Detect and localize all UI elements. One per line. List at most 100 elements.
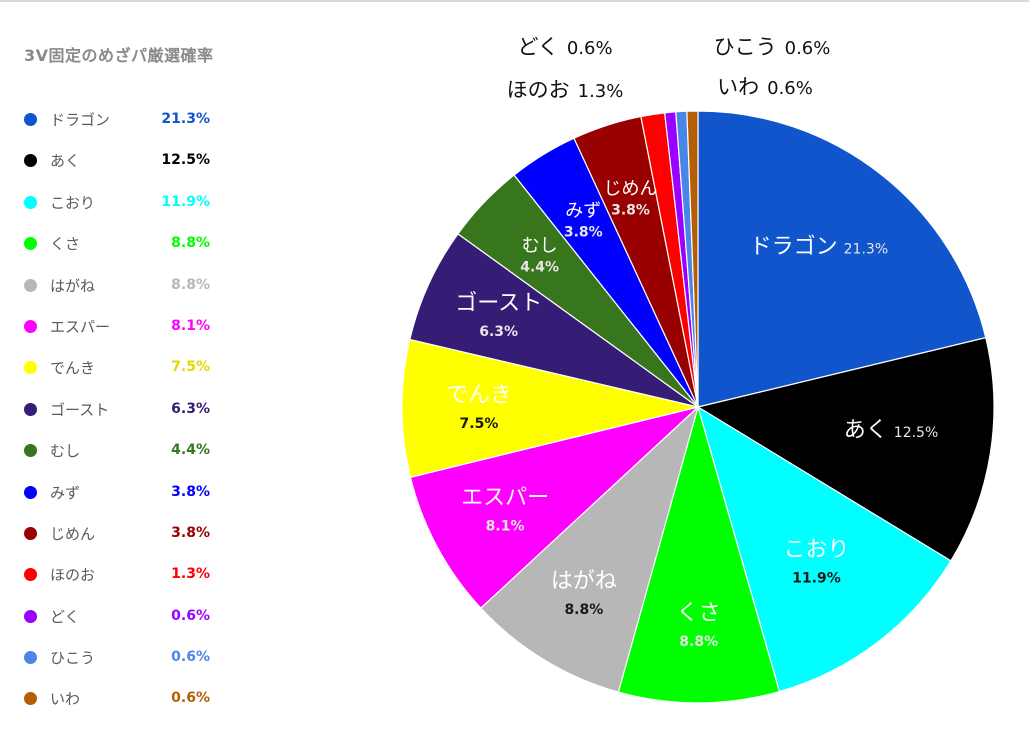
slice-name: ゴースト <box>455 291 542 316</box>
legend-value: 11.9% <box>161 193 210 210</box>
slice-value: 21.3% <box>844 242 888 258</box>
legend-value: 21.3% <box>161 111 210 127</box>
pie-slice <box>409 233 699 408</box>
slice-value: 3.8% <box>564 224 603 240</box>
slice-name: こおり <box>783 537 849 562</box>
legend-label: じめん <box>50 524 96 543</box>
legend-item: どく 0.6% <box>24 597 244 638</box>
slice-value: 8.8% <box>564 602 603 618</box>
slice-value: 8.8% <box>679 634 718 650</box>
slice-value: 12.5% <box>894 425 938 441</box>
legend-value: 6.3% <box>171 400 210 417</box>
outside-slice-label: ほのお 1.3% <box>507 78 624 102</box>
legend-swatch <box>24 361 37 375</box>
legend-swatch <box>24 526 37 540</box>
legend-item: ほのお 1.3% <box>24 555 244 596</box>
legend-label: こおり <box>50 193 96 212</box>
legend-value: 4.4% <box>171 442 210 459</box>
pie-slice <box>401 338 699 478</box>
legend-item: はがね 8.8% <box>24 266 244 307</box>
outside-slice-name: どく <box>517 35 558 59</box>
legend-value: 8.1% <box>171 317 210 334</box>
slice-value: 8.1% <box>486 519 525 535</box>
legend-label: くさ <box>50 235 81 254</box>
legend-item: あく 12.5% <box>24 141 244 182</box>
legend-label: ほのお <box>50 566 96 585</box>
legend-item: ドラゴン 21.3% <box>24 100 244 141</box>
pie-slice <box>697 110 987 408</box>
pie-slice <box>479 405 700 693</box>
legend-swatch <box>24 195 37 209</box>
slice-value: 7.5% <box>460 416 499 432</box>
outside-slice-label: いわ 0.6% <box>717 75 813 99</box>
outside-slice-name: ほのお <box>507 78 570 102</box>
pie-slice <box>617 404 781 704</box>
legend-swatch <box>24 651 37 665</box>
legend-item: でんき 7.5% <box>24 348 244 389</box>
legend-item: みず 3.8% <box>24 473 244 514</box>
legend-swatch <box>24 568 37 582</box>
legend-swatch <box>24 609 37 623</box>
legend-label: あく <box>50 152 81 171</box>
outside-slice-value: 0.6% <box>767 78 813 99</box>
slice-name: むし <box>522 236 558 257</box>
legend-item: くさ 8.8% <box>24 224 244 265</box>
slice-name: エスパー <box>461 486 549 511</box>
legend-label: いわ <box>50 690 81 709</box>
legend-label: ゴースト <box>50 400 110 419</box>
legend-swatch <box>24 113 37 126</box>
pie-slice <box>686 110 699 408</box>
slice-name: くさ <box>677 601 721 626</box>
legend-swatch <box>24 692 37 706</box>
legend-value: 3.8% <box>171 524 210 541</box>
legend-swatch <box>24 154 37 168</box>
legend-label: はがね <box>50 276 96 295</box>
slice-value: 3.8% <box>611 203 650 219</box>
pie-slice <box>696 336 995 562</box>
legend-swatch <box>24 402 37 416</box>
legend-value: 8.8% <box>171 276 210 293</box>
chart-title: 3V固定のめざパ厳選確率 <box>24 46 214 65</box>
top-divider <box>0 0 1029 2</box>
slice-value: 11.9% <box>792 570 841 586</box>
legend-item: むし 4.4% <box>24 431 244 472</box>
slice-label: あく 12.5% <box>844 418 939 443</box>
legend-value: 0.6% <box>171 607 210 624</box>
outside-slice-value: 0.6% <box>567 38 613 59</box>
chart-legend: ドラゴン 21.3% あく 12.5% こおり 11.9% くさ 8.8% はがね 8.8% エスパ… <box>24 100 244 721</box>
outside-slice-value: 1.3% <box>578 81 624 102</box>
pie-slice <box>697 405 952 693</box>
legend-label: でんき <box>50 359 96 378</box>
legend-value: 3.8% <box>171 483 210 500</box>
legend-label: ひこう <box>50 649 96 668</box>
legend-item: じめん 3.8% <box>24 514 244 555</box>
slice-name: はがね <box>551 569 617 594</box>
legend-value: 12.5% <box>161 152 210 169</box>
outside-slice-name: いわ <box>717 75 759 99</box>
legend-value: 7.5% <box>171 359 210 376</box>
legend-swatch <box>24 237 37 251</box>
legend-swatch <box>24 278 37 292</box>
legend-item: いわ 0.6% <box>24 679 244 720</box>
legend-label: みず <box>50 483 81 502</box>
outside-slice-name: ひこう <box>714 35 777 59</box>
outside-slice-label: ひこう 0.6% <box>714 35 831 59</box>
legend-swatch <box>24 319 37 333</box>
outside-slice-value: 0.6% <box>785 38 831 59</box>
slice-value: 6.3% <box>479 324 518 340</box>
slice-name: じめん <box>604 179 658 200</box>
legend-item: こおり 11.9% <box>24 183 244 224</box>
legend-label: どく <box>50 607 80 626</box>
slice-name: でんき <box>446 383 512 408</box>
outside-slice-label: どく 0.6% <box>517 35 612 59</box>
legend-value: 0.6% <box>171 649 210 666</box>
slice-name: みず <box>565 200 601 221</box>
legend-swatch <box>24 444 37 458</box>
legend-label: むし <box>50 442 81 461</box>
slice-name: ドラゴン <box>750 235 838 260</box>
legend-value: 1.3% <box>171 566 210 583</box>
legend-item: エスパー 8.1% <box>24 307 244 348</box>
legend-label: エスパー <box>50 317 111 336</box>
slice-value: 4.4% <box>520 260 559 276</box>
